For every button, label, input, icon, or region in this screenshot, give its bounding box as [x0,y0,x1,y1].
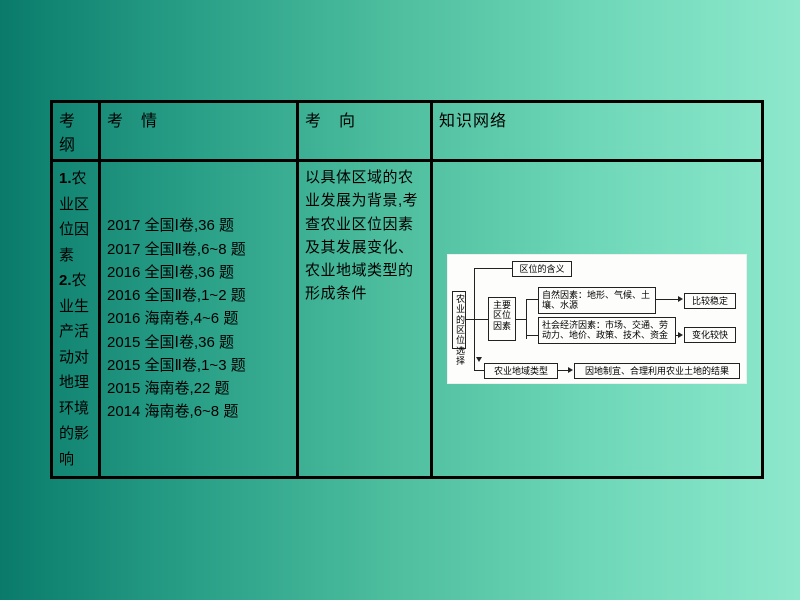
node-social: 社会经济因素：市场、交通、劳动力、地价、政策、技术、资金 [538,317,676,344]
kq-item: 2015 全国Ⅰ卷,36 题 [107,331,290,354]
node-natural-tag: 比较稳定 [684,293,736,309]
node-factors: 主要区位因素 [488,297,516,341]
td-kaoxiang: 以具体区域的农业发展为背景,考查农业区位因素及其发展变化、农业地域类型的形成条件 [299,162,433,476]
kq-item: 2017 全国Ⅰ卷,36 题 [107,214,290,237]
node-type: 农业地域类型 [484,363,558,379]
td-network: 农业的区位选择 区位的含义 主要区位因素 自然因素：地形、气候、土壤、水源 比较… [433,162,761,476]
kq-item: 2016 海南卷,4~6 题 [107,307,290,330]
kq-item: 2016 全国Ⅱ卷,1~2 题 [107,284,290,307]
table-body-row: 1.农 业区 位因 素 2.农 业生 产活 动对 地理 环境 的影 响 2017… [53,162,761,476]
th-kaoqing: 考 情 [101,103,299,159]
main-table: 考纲 考 情 考 向 知识网络 1.农 业区 位因 素 2.农 业生 产活 动对… [50,100,764,479]
th-network: 知识网络 [433,103,761,159]
kq-item: 2014 海南卷,6~8 题 [107,400,290,423]
knowledge-network-diagram: 农业的区位选择 区位的含义 主要区位因素 自然因素：地形、气候、土壤、水源 比较… [447,254,747,384]
node-type-desc: 因地制宜、合理利用农业土地的结果 [574,363,740,379]
node-social-tag: 变化较快 [684,327,736,343]
node-natural: 自然因素：地形、气候、土壤、水源 [538,287,656,314]
kq-item: 2017 全国Ⅱ卷,6~8 题 [107,238,290,261]
td-kaoqing: 2017 全国Ⅰ卷,36 题 2017 全国Ⅱ卷,6~8 题 2016 全国Ⅰ卷… [101,162,299,476]
td-kaogang: 1.农 业区 位因 素 2.农 业生 产活 动对 地理 环境 的影 响 [53,162,101,476]
kq-item: 2016 全国Ⅰ卷,36 题 [107,261,290,284]
kg-1: 1.农 [59,166,92,192]
node-root: 农业的区位选择 [452,291,466,349]
kq-item: 2015 海南卷,22 题 [107,377,290,400]
kx-text: 以具体区域的农业发展为背景,考查农业区位因素及其发展变化、农业地域类型的形成条件 [305,166,424,306]
th-kaogang: 考纲 [53,103,101,159]
th-kaoxiang: 考 向 [299,103,433,159]
kq-item: 2015 全国Ⅱ卷,1~3 题 [107,354,290,377]
node-meaning: 区位的含义 [512,261,572,277]
table-header-row: 考纲 考 情 考 向 知识网络 [53,103,761,162]
